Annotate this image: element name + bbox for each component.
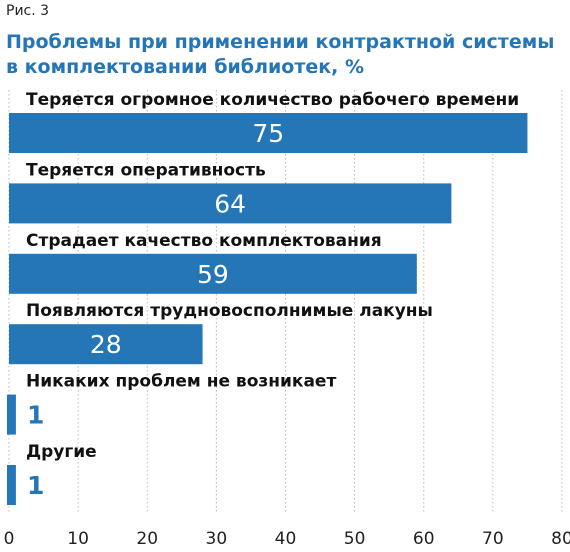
bar bbox=[7, 394, 16, 435]
x-tick-label: 20 bbox=[136, 529, 158, 549]
value-label: 1 bbox=[27, 471, 44, 500]
bar bbox=[9, 324, 203, 365]
value-label: 75 bbox=[252, 119, 284, 148]
category-label: Появляются трудновосполнимые лакуны bbox=[26, 301, 433, 321]
chart-title: Проблемы при применении контрактной сист… bbox=[6, 30, 566, 80]
x-axis-tick-labels: 0 10 20 30 40 50 60 70 80 bbox=[4, 529, 570, 549]
figure-label: Рис. 3 bbox=[6, 3, 50, 19]
bar bbox=[9, 113, 528, 153]
value-label: 59 bbox=[197, 260, 229, 289]
category-label: Страдает качество комплектования bbox=[26, 231, 382, 251]
x-tick-label: 50 bbox=[344, 529, 366, 549]
value-label: 1 bbox=[27, 401, 44, 430]
category-labels: Теряется огромное количество рабочего вр… bbox=[26, 90, 519, 462]
chart-title-line-2: в комплектовании библиотек, % bbox=[6, 56, 365, 78]
x-tick-label: 30 bbox=[206, 529, 228, 549]
chart-title-line-1: Проблемы при применении контрактной сист… bbox=[6, 31, 555, 53]
value-label: 64 bbox=[214, 189, 246, 218]
x-tick-label: 0 bbox=[4, 529, 15, 549]
bars bbox=[7, 113, 528, 505]
bar bbox=[9, 183, 452, 224]
x-tick-label: 70 bbox=[482, 529, 504, 549]
category-label: Теряется оперативность bbox=[26, 160, 266, 180]
x-tick-label: 60 bbox=[413, 529, 435, 549]
x-tick-label: 10 bbox=[67, 529, 89, 549]
category-label: Никаких проблем не возникает bbox=[26, 372, 336, 392]
category-label: Теряется огромное количество рабочего вр… bbox=[26, 90, 519, 110]
value-labels: 75 64 59 28 1 1 bbox=[27, 119, 284, 500]
value-label: 28 bbox=[90, 330, 122, 359]
category-label: Другие bbox=[26, 442, 97, 462]
x-tick-label: 40 bbox=[275, 529, 297, 549]
bar bbox=[9, 253, 417, 294]
bar bbox=[7, 465, 16, 505]
x-tick-label: 80 bbox=[551, 529, 570, 549]
